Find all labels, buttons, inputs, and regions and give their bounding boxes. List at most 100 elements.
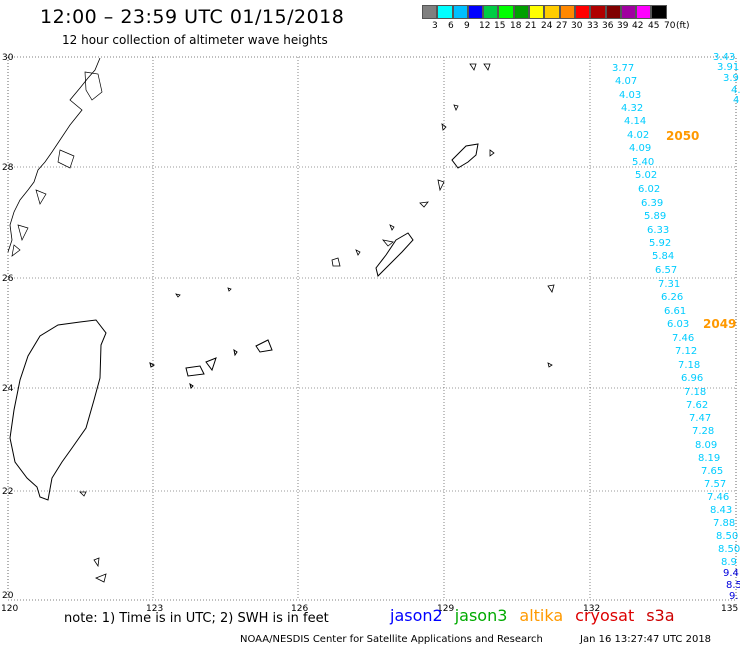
taiwan-coastline [9, 319, 107, 501]
scale-label: (ft) [676, 21, 690, 31]
longitude-label: 135 [721, 604, 738, 614]
scale-swatch [529, 5, 545, 19]
longitude-label: 132 [583, 604, 600, 614]
satellite-track: 3.433.913.94.4.3.774.074.034.324.144.024… [612, 52, 740, 602]
wave-height-value: 7.57 [704, 479, 726, 490]
scale-label: 36 [602, 21, 614, 31]
south-small-islands [79, 287, 232, 583]
longitude-label: 129 [437, 604, 454, 614]
ryukyu-small-islands [331, 63, 555, 368]
scale-label: 24 [541, 21, 553, 31]
wave-height-value: 9.4 [723, 568, 739, 579]
wave-height-value: 6.02 [638, 184, 660, 195]
scale-swatch [574, 5, 591, 19]
satellite-name: cryosat [575, 606, 635, 625]
wave-height-value: 6.96 [681, 373, 703, 384]
china-coast-islands [11, 71, 103, 257]
longitude-label: 120 [1, 604, 18, 614]
map-subtitle: 12 hour collection of altimeter wave hei… [62, 33, 328, 47]
wave-height-value: 6.03 [667, 319, 689, 330]
scale-label: 15 [494, 21, 506, 31]
wave-height-value: 3.9 [723, 73, 739, 84]
footer-note: note: 1) Time is in UTC; 2) SWH is in fe… [64, 611, 329, 626]
wave-height-value: 3.77 [612, 63, 634, 74]
generated-timestamp: Jan 16 13:27:47 UTC 2018 [580, 634, 712, 645]
wave-height-value: 5.84 [652, 251, 674, 262]
wave-height-value: 7.28 [692, 426, 714, 437]
scale-swatch [605, 5, 621, 19]
scale-swatch [498, 5, 514, 19]
latitude-label: 28 [2, 163, 14, 173]
wave-height-value: 4.02 [627, 130, 649, 141]
wave-height-value: 3.91 [717, 62, 739, 73]
wave-height-value: 7.62 [686, 400, 708, 411]
color-scale-labels: 3 6 9 12 15 18 21 24 27 30 33 36 39 42 45 70 (ft) [422, 21, 740, 33]
scale-swatch [483, 5, 499, 19]
scale-swatch [620, 5, 637, 19]
scale-label: 70 [664, 21, 676, 31]
wave-height-value: 8.43 [710, 505, 732, 516]
scale-label: 6 [448, 21, 454, 31]
longitude-label: 126 [291, 604, 308, 614]
amami-island [451, 143, 479, 169]
wave-height-value: 7.65 [701, 466, 723, 477]
scale-label: 3 [432, 21, 438, 31]
wave-height-value: 6.57 [655, 265, 677, 276]
ishigaki-miyako-islands [149, 339, 273, 389]
wave-height-value: 5.02 [635, 170, 657, 181]
wave-height-value: 4. [731, 85, 740, 96]
wave-height-value: 8.50 [716, 531, 738, 542]
scale-swatch [559, 5, 575, 19]
wave-height-value: 7.18 [678, 360, 700, 371]
scale-label: 9 [464, 21, 470, 31]
satellite-name: altika [519, 606, 564, 625]
scale-swatch [651, 5, 667, 19]
scale-label: 42 [632, 21, 644, 31]
satellite-name: jason2 [390, 606, 443, 625]
map-title: 12:00 – 23:59 UTC 01/15/2018 [40, 6, 345, 28]
wave-height-value: 4. [733, 95, 740, 106]
time-marker: 2050 [666, 129, 699, 143]
map-frame [7, 56, 737, 601]
scale-label: 18 [510, 21, 522, 31]
scale-swatch [636, 5, 652, 19]
wave-height-value: 5.40 [632, 157, 654, 168]
scale-swatch [422, 5, 438, 19]
wave-height-value: 3.43 [713, 52, 735, 63]
scale-swatch [452, 5, 468, 19]
wave-height-value: 4.07 [615, 76, 637, 87]
wave-height-value: 6.61 [664, 306, 686, 317]
scale-label: 33 [587, 21, 599, 31]
latitude-label: 30 [2, 53, 14, 63]
wave-height-value: 5.92 [649, 238, 671, 249]
satellite-name: jason3 [454, 606, 508, 625]
credit-text: NOAA/NESDIS Center for Satellite Applica… [240, 634, 543, 645]
wave-height-value: 6.33 [647, 225, 669, 236]
wave-height-value: 7.47 [689, 413, 711, 424]
wave-height-value: 4.32 [621, 103, 643, 114]
wave-height-value: 8.19 [698, 453, 720, 464]
wave-height-value: 7.88 [713, 518, 735, 529]
latitude-label: 22 [2, 487, 13, 497]
scale-label: 30 [571, 21, 583, 31]
wave-height-value: 7.31 [658, 279, 680, 290]
longitude-label: 123 [146, 604, 163, 614]
wave-height-value: 4.09 [629, 143, 651, 154]
wave-height-value: 5.89 [644, 211, 666, 222]
okinawa-island [375, 232, 414, 277]
wave-height-value: 6.39 [641, 198, 663, 209]
latitude-label: 20 [2, 591, 14, 601]
scale-swatch [544, 5, 560, 19]
wave-height-value: 7.12 [675, 346, 697, 357]
satellite-name: s3a [646, 606, 675, 625]
time-marker: 2049 [703, 317, 736, 331]
scale-swatch [513, 5, 530, 19]
scale-swatch [467, 5, 484, 19]
satellite-legend: jason2 jason3 altika cryosat s3a [390, 606, 675, 625]
latitude-label: 24 [2, 384, 14, 394]
scale-label: 12 [479, 21, 491, 31]
wave-height-value: 8.09 [695, 440, 717, 451]
china-coastline [7, 57, 101, 253]
scale-label: 45 [648, 21, 660, 31]
